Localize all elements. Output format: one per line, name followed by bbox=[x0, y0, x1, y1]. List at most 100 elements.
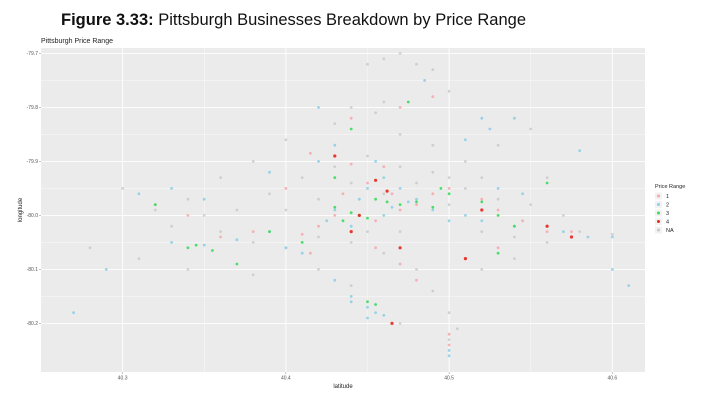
point-price-2 bbox=[202, 243, 206, 247]
point-price-na bbox=[382, 100, 386, 104]
point-price-2 bbox=[562, 230, 565, 234]
point-price-1 bbox=[447, 187, 451, 190]
point-price-3 bbox=[398, 203, 402, 207]
point-price-2 bbox=[170, 187, 174, 190]
point-price-na bbox=[382, 251, 386, 255]
point-price-na bbox=[431, 289, 435, 293]
point-price-2 bbox=[268, 170, 271, 174]
point-price-na bbox=[447, 338, 451, 341]
point-price-1 bbox=[382, 165, 386, 169]
point-price-4 bbox=[390, 321, 394, 325]
point-price-2 bbox=[284, 246, 288, 250]
point-price-2 bbox=[357, 197, 361, 201]
point-price-1 bbox=[496, 208, 500, 212]
point-price-3 bbox=[480, 200, 484, 204]
point-price-2 bbox=[325, 219, 329, 223]
point-price-2 bbox=[382, 214, 386, 217]
point-price-na bbox=[251, 160, 255, 163]
point-price-na bbox=[382, 192, 386, 196]
point-price-2 bbox=[235, 238, 239, 242]
point-price-2 bbox=[406, 200, 410, 204]
point-price-na bbox=[464, 160, 467, 163]
point-price-na bbox=[496, 197, 500, 201]
point-price-na bbox=[153, 208, 157, 212]
point-price-2 bbox=[415, 197, 418, 201]
point-price-2 bbox=[349, 295, 353, 298]
point-price-4 bbox=[463, 257, 467, 261]
point-price-na bbox=[382, 57, 386, 61]
legend-label-2: 2 bbox=[666, 203, 669, 209]
point-price-na bbox=[513, 235, 516, 239]
point-price-na bbox=[251, 241, 255, 244]
point-price-na bbox=[186, 197, 190, 201]
point-price-na bbox=[349, 106, 353, 109]
point-price-na bbox=[545, 241, 549, 244]
point-price-na bbox=[88, 246, 92, 250]
point-price-na bbox=[513, 257, 516, 260]
point-price-3 bbox=[211, 249, 214, 252]
point-price-na bbox=[431, 170, 435, 174]
point-price-na bbox=[235, 208, 239, 212]
point-price-2 bbox=[349, 300, 353, 304]
figure-caption-text: Pittsburgh Businesses Breakdown by Price… bbox=[158, 11, 526, 29]
point-price-1 bbox=[333, 214, 337, 217]
point-price-na bbox=[317, 268, 320, 271]
point-price-2 bbox=[349, 224, 353, 228]
point-price-2 bbox=[366, 316, 369, 320]
point-price-4 bbox=[333, 154, 337, 158]
point-price-na bbox=[480, 176, 484, 180]
point-price-na bbox=[202, 214, 206, 217]
point-price-2 bbox=[317, 106, 320, 109]
point-price-na bbox=[317, 197, 320, 201]
point-price-na bbox=[398, 133, 402, 136]
point-price-na bbox=[398, 52, 402, 55]
legend-label-1: 1 bbox=[666, 194, 669, 200]
y-tick-label: -80.0 bbox=[27, 213, 39, 219]
point-price-2 bbox=[513, 116, 516, 120]
legend-label-na: NA bbox=[666, 228, 674, 234]
y-tick-label: -79.9 bbox=[27, 159, 39, 165]
point-price-3 bbox=[333, 176, 337, 180]
point-price-2 bbox=[366, 305, 369, 309]
point-price-3 bbox=[496, 251, 500, 255]
point-price-4 bbox=[398, 246, 402, 250]
point-price-na bbox=[251, 273, 255, 277]
point-price-na bbox=[431, 143, 435, 147]
point-price-2 bbox=[496, 187, 500, 190]
y-tick-label: -80.1 bbox=[27, 267, 39, 273]
y-tick-label: -79.7 bbox=[27, 51, 39, 57]
point-price-na bbox=[545, 176, 549, 180]
point-price-na bbox=[562, 214, 565, 217]
point-price-2 bbox=[488, 127, 492, 131]
point-price-na bbox=[447, 176, 451, 180]
point-price-1 bbox=[374, 219, 377, 223]
point-price-na bbox=[317, 235, 320, 239]
point-price-2 bbox=[480, 116, 484, 120]
point-price-3 bbox=[300, 241, 304, 244]
point-price-3 bbox=[406, 100, 410, 104]
point-price-na bbox=[137, 257, 141, 260]
point-price-2 bbox=[611, 268, 614, 271]
point-price-2 bbox=[464, 138, 467, 142]
point-price-3 bbox=[333, 205, 337, 209]
point-price-2 bbox=[170, 241, 174, 244]
point-price-na bbox=[398, 165, 402, 169]
point-price-3 bbox=[385, 200, 389, 204]
point-price-na bbox=[186, 268, 190, 271]
figure-caption-label: Figure 3.33: bbox=[61, 11, 154, 29]
point-price-1 bbox=[570, 230, 573, 234]
point-price-na bbox=[398, 230, 402, 234]
point-price-na bbox=[447, 203, 451, 207]
point-price-1 bbox=[349, 116, 353, 120]
point-price-3 bbox=[439, 187, 443, 190]
point-price-na bbox=[480, 230, 484, 234]
chart-title: Pittsburgh Price Range bbox=[41, 38, 113, 45]
point-price-2 bbox=[627, 284, 631, 287]
point-price-2 bbox=[586, 235, 590, 239]
point-price-3 bbox=[431, 205, 435, 209]
point-price-2 bbox=[137, 192, 141, 196]
point-price-2 bbox=[300, 251, 304, 255]
point-price-1 bbox=[309, 151, 312, 155]
legend-key-na bbox=[657, 228, 660, 232]
point-price-2 bbox=[333, 143, 337, 147]
